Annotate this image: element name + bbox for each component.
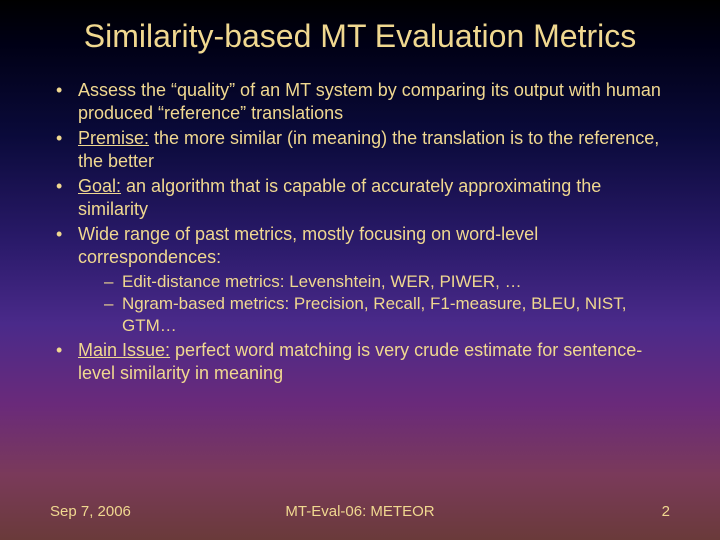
bullet-text: an algorithm that is capable of accurate…	[78, 176, 601, 219]
bullet-label: Main Issue:	[78, 340, 170, 360]
footer-date: Sep 7, 2006	[50, 503, 131, 520]
footer-page-number: 2	[662, 503, 670, 520]
bullet-text: the more similar (in meaning) the transl…	[78, 128, 659, 171]
slide-footer: Sep 7, 2006 MT-Eval-06: METEOR 2	[0, 503, 720, 520]
bullet-item: Premise: the more similar (in meaning) t…	[50, 127, 670, 173]
bullet-text: Assess the “quality” of an MT system by …	[78, 80, 661, 123]
bullet-label: Goal:	[78, 176, 121, 196]
slide: Similarity-based MT Evaluation Metrics A…	[0, 0, 720, 540]
bullet-label: Premise:	[78, 128, 149, 148]
sub-bullet-text: Ngram-based metrics: Precision, Recall, …	[122, 294, 627, 335]
slide-title: Similarity-based MT Evaluation Metrics	[40, 18, 680, 55]
bullet-text: Wide range of past metrics, mostly focus…	[78, 224, 538, 267]
sub-bullet-list: Edit-distance metrics: Levenshtein, WER,…	[78, 271, 670, 337]
sub-bullet-item: Ngram-based metrics: Precision, Recall, …	[78, 293, 670, 337]
sub-bullet-text: Edit-distance metrics: Levenshtein, WER,…	[122, 272, 522, 291]
sub-bullet-item: Edit-distance metrics: Levenshtein, WER,…	[78, 271, 670, 293]
footer-title: MT-Eval-06: METEOR	[285, 503, 434, 520]
bullet-list: Assess the “quality” of an MT system by …	[50, 79, 670, 386]
bullet-item: Main Issue: perfect word matching is ver…	[50, 339, 670, 385]
bullet-item: Goal: an algorithm that is capable of ac…	[50, 175, 670, 221]
slide-content: Assess the “quality” of an MT system by …	[40, 79, 680, 386]
bullet-item: Assess the “quality” of an MT system by …	[50, 79, 670, 125]
bullet-item: Wide range of past metrics, mostly focus…	[50, 223, 670, 337]
